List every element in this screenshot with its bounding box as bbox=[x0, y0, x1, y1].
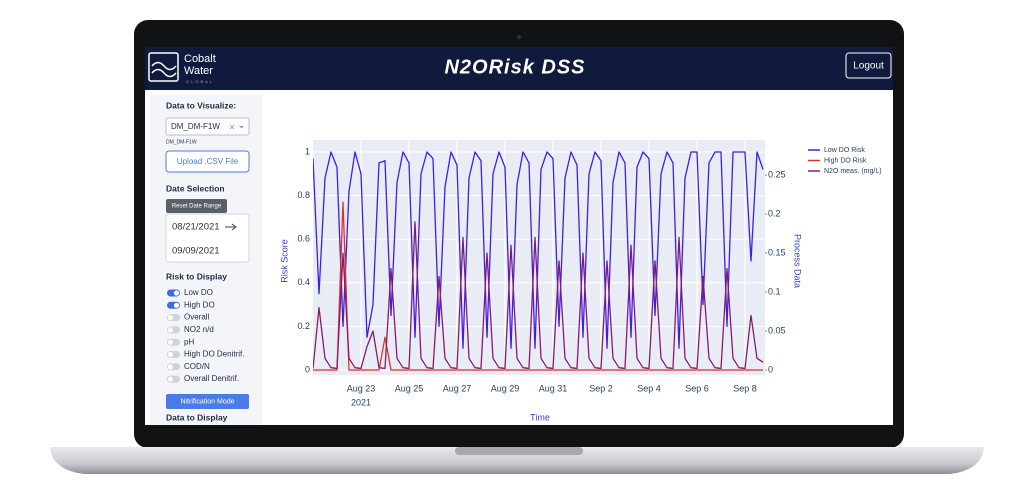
toggle-label[interactable]: pH bbox=[184, 337, 194, 346]
mode-label[interactable]: Nitrification Mode bbox=[180, 398, 234, 405]
toggle-label[interactable]: Low DO bbox=[184, 288, 213, 297]
toggle-knob[interactable] bbox=[167, 315, 174, 321]
logo-icon bbox=[148, 52, 179, 82]
dataset-dropdown[interactable] bbox=[165, 117, 250, 136]
dataset-value[interactable]: DM_DM-F1W bbox=[171, 122, 220, 131]
x-tick-label: Aug 23 bbox=[347, 383, 376, 393]
y2-tick-label: 0 bbox=[768, 364, 773, 374]
toggle-label[interactable]: High DO Denitrif. bbox=[184, 350, 244, 359]
toggle-label[interactable]: COD/N bbox=[184, 362, 210, 371]
x-tick-label: Aug 25 bbox=[395, 383, 424, 393]
reset-label[interactable]: Reset Date Range bbox=[172, 204, 222, 210]
header-bar bbox=[145, 47, 893, 90]
legend-label: N2O meas. (mg/L) bbox=[824, 168, 882, 175]
x-tick-label: Sep 2 bbox=[589, 383, 613, 393]
y-tick-label: 0.8 bbox=[297, 190, 310, 200]
toggle-knob[interactable] bbox=[167, 351, 174, 358]
x-year-label: 2021 bbox=[351, 397, 371, 407]
arrow-icon bbox=[225, 223, 237, 231]
upload-button[interactable] bbox=[165, 150, 250, 173]
upload-label[interactable]: Upload .CSV File bbox=[177, 157, 239, 166]
dataset-caption: DM_DM-F1W bbox=[166, 139, 197, 145]
legend-label: High DO Risk bbox=[824, 157, 867, 164]
logo-subtext: GLOBAL bbox=[186, 79, 214, 84]
series-line bbox=[313, 221, 764, 370]
series-line bbox=[313, 151, 764, 349]
y-tick-label: 0.2 bbox=[297, 321, 310, 331]
series-lines bbox=[313, 151, 764, 371]
y2-tick-label: 0.15 bbox=[768, 247, 786, 257]
y-axis-title: Risk Score bbox=[279, 239, 289, 283]
date-range-box[interactable] bbox=[165, 213, 250, 263]
x-axis-title: Time bbox=[530, 412, 550, 422]
legend-label: Low DO Risk bbox=[824, 147, 865, 154]
y-tick-label: 0 bbox=[305, 364, 310, 374]
logo-text: Water bbox=[184, 65, 213, 77]
start-date[interactable]: 08/21/2021 bbox=[172, 222, 220, 233]
legend: Low DO Risk High DO Risk N2O meas. (mg/L) bbox=[808, 147, 882, 175]
y2-tick-label: 0.1 bbox=[768, 286, 781, 296]
mode-button[interactable] bbox=[166, 394, 249, 409]
toggle-knob[interactable] bbox=[167, 364, 174, 370]
laptop-base bbox=[50, 447, 984, 474]
section-title: Data to Visualize: bbox=[166, 100, 236, 110]
section-title: Date Selection bbox=[166, 183, 225, 193]
y2-tick-label: 0.25 bbox=[768, 169, 786, 179]
toggle-knob[interactable] bbox=[167, 327, 174, 333]
risk-toggles: Low DO High DO Overall NO2 n/d pH High DO Den… bbox=[167, 288, 244, 383]
reset-tooltip[interactable] bbox=[166, 199, 227, 213]
x-tick-label: Sep 6 bbox=[685, 383, 709, 393]
x-tick-label: Sep 4 bbox=[637, 383, 661, 393]
axes: 0 0.2 0.4 0.6 0.8 1 0 0.05 0.1 0.15 0.2 0.25 Aug 23 2… bbox=[297, 146, 785, 407]
y-tick-label: 1 bbox=[305, 146, 310, 156]
y-tick-label: 0.4 bbox=[297, 277, 310, 287]
y-tick-label: 0.6 bbox=[297, 234, 310, 244]
toggle-knob[interactable] bbox=[167, 339, 174, 345]
toggle-label[interactable]: High DO bbox=[184, 300, 215, 309]
camera bbox=[517, 35, 521, 39]
section-title: Data to Display bbox=[166, 412, 228, 422]
logout-label[interactable]: Logout bbox=[853, 61, 884, 72]
x-tick-label: Aug 31 bbox=[539, 383, 568, 393]
logo-text: Cobalt bbox=[184, 53, 216, 65]
toggle-label[interactable]: Overall Denitrif. bbox=[184, 374, 239, 383]
logout-button[interactable] bbox=[845, 52, 892, 79]
caret-icon[interactable] bbox=[239, 126, 244, 129]
end-date[interactable]: 09/09/2021 bbox=[172, 246, 220, 257]
y2-tick-label: 0.2 bbox=[768, 208, 781, 218]
x-tick-label: Aug 27 bbox=[443, 383, 472, 393]
series-line bbox=[313, 201, 763, 371]
toggle-label[interactable]: NO2 n/d bbox=[184, 325, 214, 334]
x-tick-label: Aug 29 bbox=[491, 383, 520, 393]
y2-tick-label: 0.05 bbox=[768, 325, 786, 335]
toggle-knob[interactable] bbox=[173, 290, 180, 296]
laptop-notch bbox=[455, 447, 583, 455]
app-title: N2ORisk DSS bbox=[444, 56, 585, 78]
x-tick-label: Sep 8 bbox=[733, 383, 757, 393]
toggle-knob[interactable] bbox=[173, 302, 180, 308]
y2-axis-title: Process Data bbox=[793, 234, 803, 288]
section-title: Risk to Display bbox=[166, 271, 227, 281]
toggle-knob[interactable] bbox=[167, 376, 174, 382]
toggle-label[interactable]: Overall bbox=[184, 313, 210, 322]
clear-icon[interactable] bbox=[229, 124, 235, 130]
